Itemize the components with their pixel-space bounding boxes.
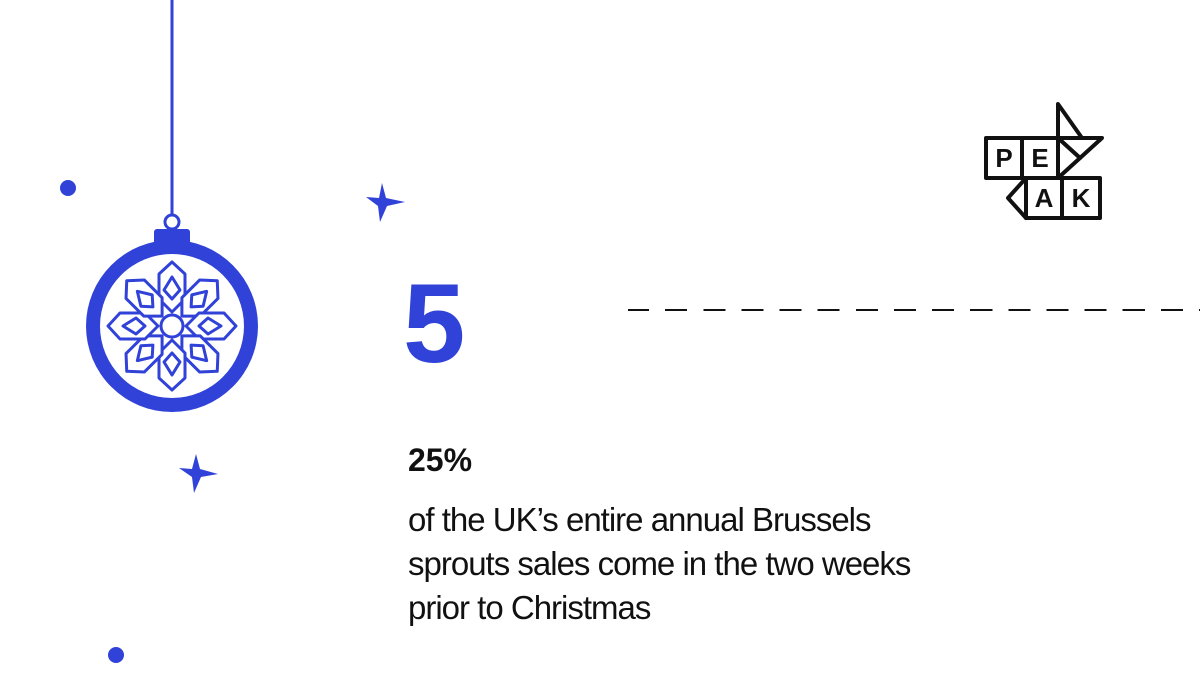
logo-letter-k: K — [1072, 183, 1091, 213]
stat-value: 25% — [408, 442, 473, 478]
logo-letter-a: A — [1035, 183, 1054, 213]
bauble-hook-icon — [163, 213, 181, 231]
fact-number: 5 — [403, 261, 465, 386]
dot-icon — [108, 647, 124, 663]
stat-description: of the UK’s entire annual Brussels sprou… — [408, 501, 911, 626]
logo-letter-p: P — [995, 143, 1012, 173]
star-icon — [179, 454, 218, 493]
star-icon — [366, 183, 405, 222]
logo-letter-e: E — [1031, 143, 1048, 173]
decorations — [60, 0, 405, 663]
peak-logo: P E A K — [984, 102, 1104, 220]
snowflake-icon — [106, 260, 238, 392]
dashed-divider — [628, 309, 1200, 311]
dot-icon — [60, 180, 76, 196]
